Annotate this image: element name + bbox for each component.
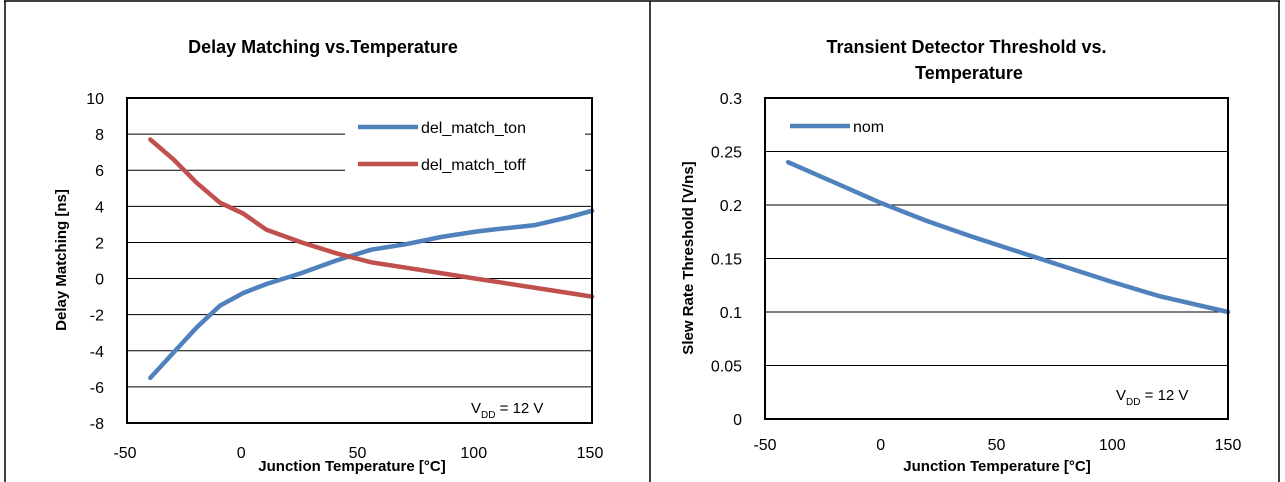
x-tick-label: 100 xyxy=(1099,437,1126,454)
chart-title-line-2: Temperature xyxy=(915,63,1023,83)
y-tick-label: 0 xyxy=(95,272,104,289)
x-axis-label: Junction Temperature [°C] xyxy=(903,458,1090,475)
x-tick-labels: -50 0 50 100 150 xyxy=(753,437,1241,454)
y-tick-labels: 0.3 0.25 0.2 0.15 0.1 0.05 0 xyxy=(711,91,742,429)
x-tick-label: 0 xyxy=(876,437,885,454)
legend-label-nom: nom xyxy=(853,119,884,136)
series-lines xyxy=(785,159,1231,315)
y-tick-label: 0.05 xyxy=(711,359,742,376)
series-lines xyxy=(148,137,595,381)
y-tick-label: 10 xyxy=(86,91,104,108)
y-tick-label: 0.3 xyxy=(720,91,742,108)
legend-background xyxy=(345,110,585,190)
y-tick-label: -6 xyxy=(90,380,104,397)
x-tick-label: 0 xyxy=(237,445,246,462)
x-tick-labels: -50 0 50 100 150 xyxy=(113,445,603,462)
y-tick-label: 0.15 xyxy=(711,252,742,269)
x-tick-label: 50 xyxy=(349,445,367,462)
y-tick-label: 8 xyxy=(95,127,104,144)
plot-area-border xyxy=(764,97,1229,420)
vdd-annotation: VDD = 12 V xyxy=(471,400,543,421)
x-tick-label: 50 xyxy=(988,437,1006,454)
x-axis-label: Junction Temperature [°C] xyxy=(258,458,445,475)
y-tick-label: -2 xyxy=(90,308,104,325)
y-tick-label: 0.1 xyxy=(720,305,742,322)
y-axis-label: Delay Matching [ns] xyxy=(53,189,70,331)
y-tick-label: 4 xyxy=(95,199,104,216)
legend-label-del-match-ton: del_match_ton xyxy=(421,120,526,137)
x-tick-label: -50 xyxy=(113,445,136,462)
y-tick-label: 6 xyxy=(95,163,104,180)
y-tick-label: 0.2 xyxy=(720,198,742,215)
chart-title-line-1: Transient Detector Threshold vs. xyxy=(826,37,1106,57)
y-tick-labels: 10 8 6 4 2 0 -2 -4 -6 -8 xyxy=(86,91,104,433)
legend-label-del-match-toff: del_match_toff xyxy=(421,157,526,174)
x-tick-label: 150 xyxy=(1215,437,1242,454)
transient-detector-chart: Transient Detector Threshold vs. Tempera… xyxy=(680,37,1241,475)
y-tick-label: -4 xyxy=(90,344,104,361)
chart-title: Delay Matching vs.Temperature xyxy=(188,37,458,57)
vdd-annotation-background xyxy=(1110,382,1224,408)
y-tick-label: 0.25 xyxy=(711,145,742,162)
plot-area-border xyxy=(126,97,593,424)
y-axis-label: Slew Rate Threshold [V/ns] xyxy=(680,161,697,354)
series-line-del-match-ton xyxy=(148,208,595,381)
x-tick-label: -50 xyxy=(753,437,776,454)
vdd-annotation-background xyxy=(466,396,588,422)
chart-title: Transient Detector Threshold vs. Tempera… xyxy=(826,37,1111,83)
vdd-annotation: VDD = 12 V xyxy=(1116,387,1188,408)
series-line-nom xyxy=(785,159,1231,315)
x-tick-label: 150 xyxy=(577,445,604,462)
series-line-del-match-toff xyxy=(148,137,595,299)
y-tick-label: 2 xyxy=(95,235,104,252)
delay-matching-chart: Delay Matching vs.Temperature 10 8 6 4 2 0 -2 -… xyxy=(53,37,603,475)
y-tick-label: 0 xyxy=(733,412,742,429)
y-tick-label: -8 xyxy=(90,416,104,433)
x-tick-label: 100 xyxy=(460,445,487,462)
gridlines xyxy=(765,151,1228,366)
